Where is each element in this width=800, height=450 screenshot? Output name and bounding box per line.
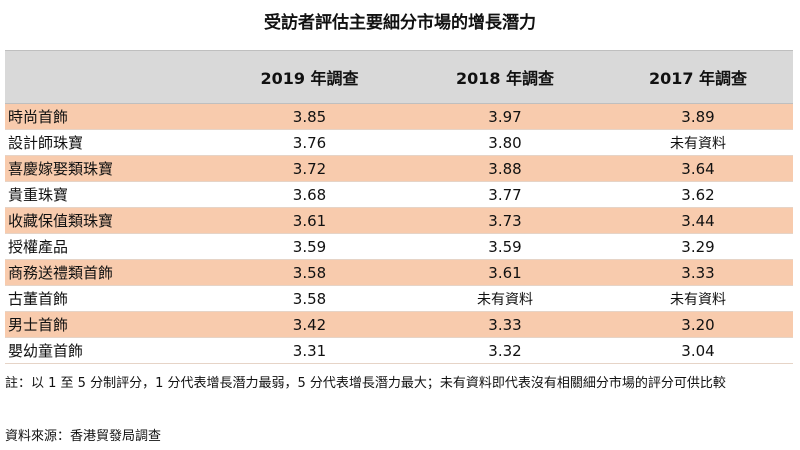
value-2017-cell: 3.64	[603, 155, 793, 182]
value-2019-cell: 3.58	[212, 285, 407, 312]
page-title: 受訪者評估主要細分市場的增長潛力	[264, 13, 536, 33]
value-2018-cell: 3.73	[407, 207, 603, 234]
category-cell: 古董首飾	[5, 285, 212, 312]
category-cell: 貴重珠寶	[5, 181, 212, 208]
value-2018-cell: 3.61	[407, 259, 603, 286]
category-cell: 收藏保值類珠寶	[5, 207, 212, 234]
table-row: 貴重珠寶 3.68 3.77 3.62	[5, 181, 793, 208]
value-2018-cell: 3.88	[407, 155, 603, 182]
category-cell: 喜慶嫁娶類珠寶	[5, 155, 212, 182]
value-2017-cell: 3.29	[603, 233, 793, 260]
value-2018-cell: 3.97	[407, 103, 603, 130]
value-2019-cell: 3.85	[212, 103, 407, 130]
value-2017-cell: 3.33	[603, 259, 793, 286]
category-cell: 嬰幼童首飾	[5, 337, 212, 364]
value-2019-cell: 3.68	[212, 181, 407, 208]
value-2019-cell: 3.42	[212, 311, 407, 338]
value-2019-cell: 3.31	[212, 337, 407, 364]
value-2017-cell: 3.44	[603, 207, 793, 234]
table-row: 商務送禮類首飾 3.58 3.61 3.33	[5, 259, 793, 286]
category-cell: 設計師珠寶	[5, 129, 212, 156]
value-2017-cell: 未有資料	[603, 129, 793, 156]
table-row: 嬰幼童首飾 3.31 3.32 3.04	[5, 337, 793, 364]
growth-potential-table: 2019 年調查 2018 年調查 2017 年調查 時尚首飾 3.85 3.97 3…	[5, 50, 793, 364]
category-cell: 男士首飾	[5, 311, 212, 338]
table-row: 男士首飾 3.42 3.33 3.20	[5, 311, 793, 338]
header-2019: 2019 年調查	[212, 50, 407, 104]
value-2017-cell: 3.04	[603, 337, 793, 364]
category-cell: 商務送禮類首飾	[5, 259, 212, 286]
value-2018-cell: 3.77	[407, 181, 603, 208]
value-2019-cell: 3.59	[212, 233, 407, 260]
value-2019-cell: 3.61	[212, 207, 407, 234]
source-line: 資料來源：香港貿發局調查	[5, 429, 162, 444]
value-2018-cell: 3.59	[407, 233, 603, 260]
value-2019-cell: 3.58	[212, 259, 407, 286]
table-row: 授權產品 3.59 3.59 3.29	[5, 233, 793, 260]
table-row: 喜慶嫁娶類珠寶 3.72 3.88 3.64	[5, 155, 793, 182]
table-row: 古董首飾 3.58 未有資料 未有資料	[5, 285, 793, 312]
table-row: 時尚首飾 3.85 3.97 3.89	[5, 103, 793, 130]
category-cell: 授權產品	[5, 233, 212, 260]
value-2019-cell: 3.72	[212, 155, 407, 182]
value-2018-cell: 3.80	[407, 129, 603, 156]
table-row: 收藏保值類珠寶 3.61 3.73 3.44	[5, 207, 793, 234]
table-row: 設計師珠寶 3.76 3.80 未有資料	[5, 129, 793, 156]
header-2018: 2018 年調查	[407, 50, 603, 104]
value-2018-cell: 未有資料	[407, 285, 603, 312]
value-2018-cell: 3.32	[407, 337, 603, 364]
value-2017-cell: 3.89	[603, 103, 793, 130]
value-2017-cell: 3.20	[603, 311, 793, 338]
value-2019-cell: 3.76	[212, 129, 407, 156]
category-cell: 時尚首飾	[5, 103, 212, 130]
value-2017-cell: 3.62	[603, 181, 793, 208]
header-2017: 2017 年調查	[603, 50, 793, 104]
header-category	[5, 50, 212, 104]
table-header-row: 2019 年調查 2018 年調查 2017 年調查	[5, 50, 793, 104]
footnote: 註：以 1 至 5 分制評分，1 分代表增長潛力最弱，5 分代表增長潛力最大；未…	[5, 376, 726, 391]
value-2017-cell: 未有資料	[603, 285, 793, 312]
value-2018-cell: 3.33	[407, 311, 603, 338]
